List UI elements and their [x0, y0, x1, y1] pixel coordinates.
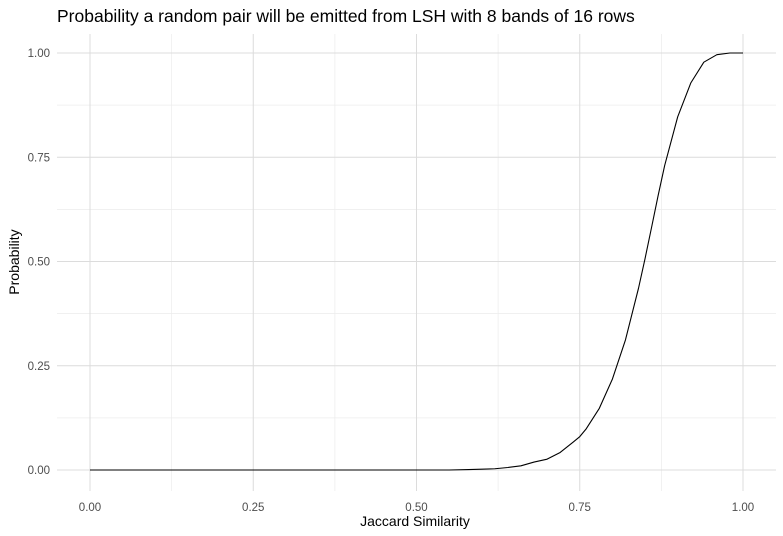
y-tick-label-1: 0.25	[28, 361, 50, 373]
y-tick-label-4: 1.00	[28, 48, 50, 60]
y-tick-label-3: 0.75	[28, 152, 50, 164]
chart-title: Probability a random pair will be emitte…	[57, 6, 635, 26]
x-tick-label-4: 1.00	[732, 502, 754, 514]
x-axis-title: Jaccard Similarity	[360, 513, 470, 529]
x-tick-label-0: 0.00	[79, 502, 101, 514]
y-tick-label-2: 0.50	[28, 257, 50, 269]
y-axis-title: Probability	[6, 229, 22, 294]
y-tick-label-0: 0.00	[28, 465, 50, 477]
x-tick-label-1: 0.25	[242, 502, 264, 514]
x-tick-label-3: 0.75	[569, 502, 591, 514]
series-line	[90, 52, 743, 471]
y-axis-tick-labels: 0.00 0.25 0.50 0.75 1.00	[28, 48, 50, 477]
x-tick-label-2: 0.50	[405, 502, 427, 514]
x-axis-tick-labels: 0.00 0.25 0.50 0.75 1.00	[79, 502, 754, 514]
